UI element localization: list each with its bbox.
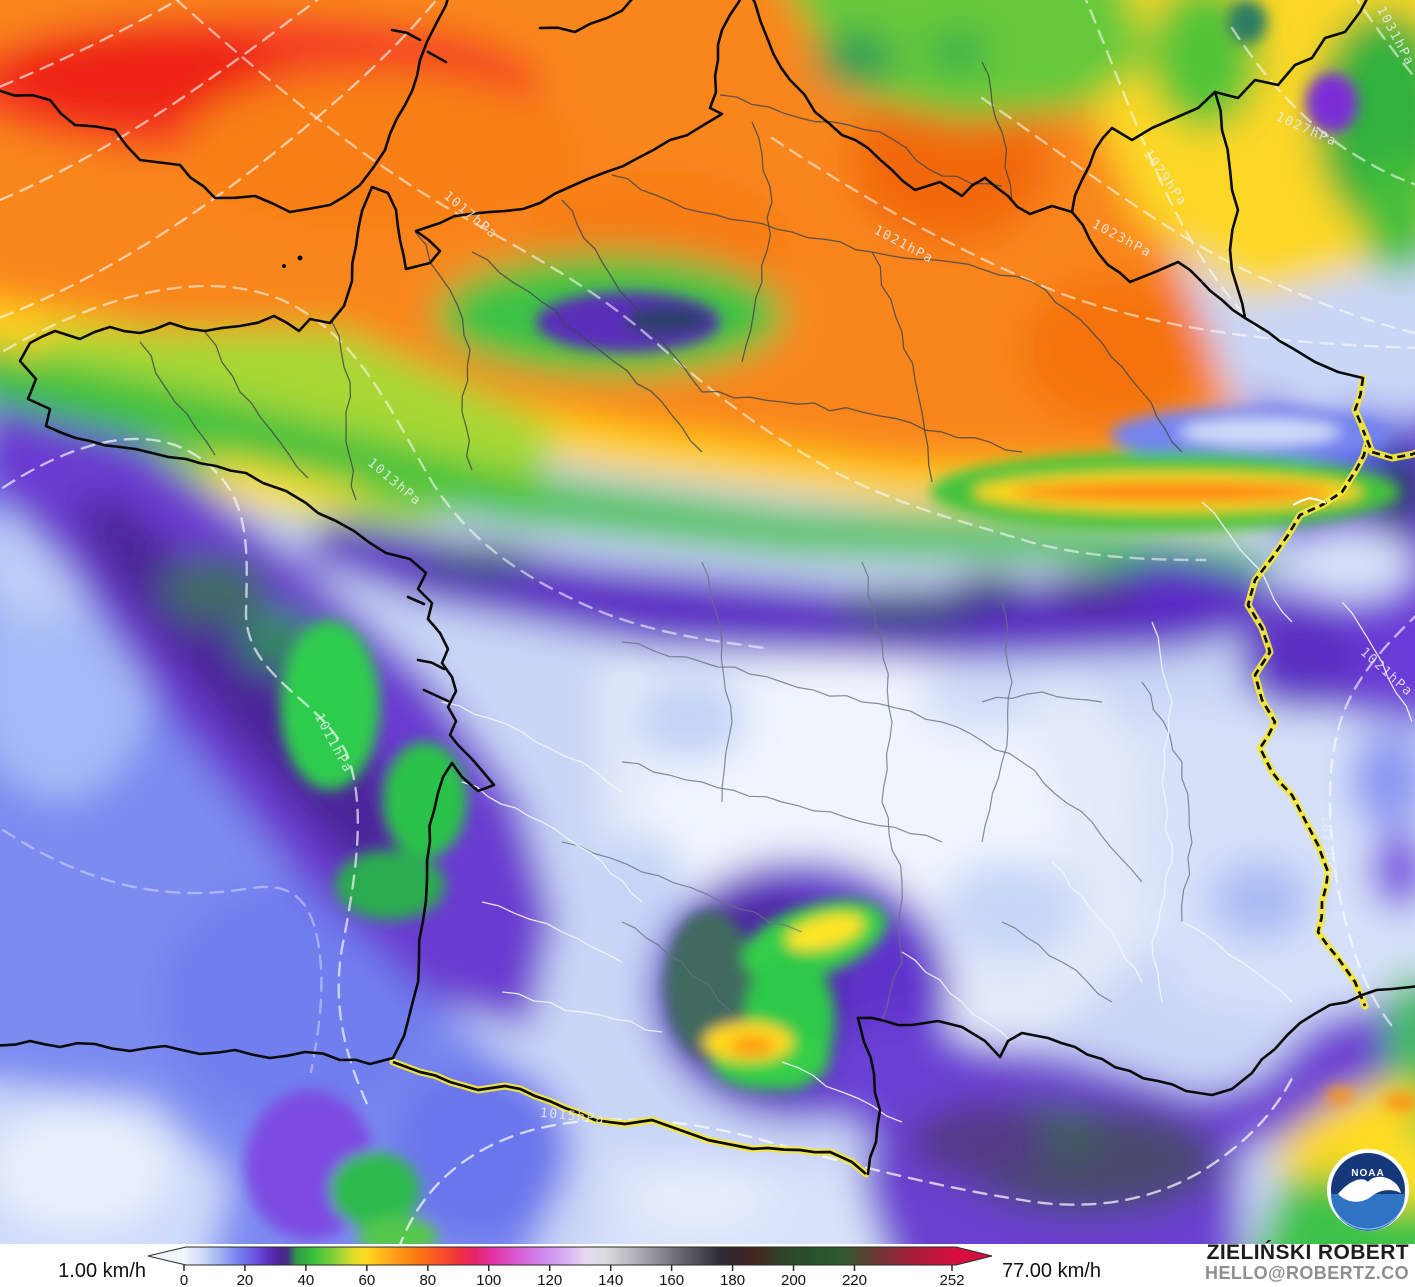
noaa-logo-icon: NOAA [1327, 1149, 1409, 1231]
legend-ticks: 0 20 40 60 80 100 120 140 160 180 200 220 252 [180, 1265, 965, 1287]
wind-speed-legend: 1.00 km/h 0 20 40 60 80 100 120 140 160 180 200 220… [58, 1246, 1101, 1287]
author-name: ZIELIŃSKI ROBERT [1206, 1241, 1409, 1264]
legend-tick-label: 140 [598, 1272, 623, 1287]
isobar-label: 1015hPa [539, 1106, 606, 1128]
legend-tick-label: 20 [237, 1272, 254, 1287]
wind-field-detail-layer [245, 0, 1415, 1244]
legend-tick-label: 120 [537, 1272, 562, 1287]
legend-tick-label: 220 [842, 1272, 867, 1287]
legend-colorbar [147, 1246, 993, 1266]
legend-tick-label: 200 [781, 1272, 806, 1287]
legend-tick-label: 252 [939, 1272, 964, 1287]
legend-min-label: 1.00 km/h [58, 1260, 146, 1282]
country-borders [0, 0, 1415, 1178]
author-contact: HELLO@ROBERTZ.CO [1205, 1263, 1409, 1284]
author-block: ZIELIŃSKI ROBERT HELLO@ROBERTZ.CO [1205, 1241, 1409, 1284]
legend-tick-label: 160 [659, 1272, 684, 1287]
wind-speed-map: 1013hPa 1017hPa 1011hPa 1015hPa 1021hPa 1023h… [0, 0, 1415, 1244]
legend-tick-label: 80 [419, 1272, 436, 1287]
footer-bar: 1.00 km/h 0 20 40 60 80 100 120 140 160 180 200 220… [0, 1241, 1415, 1287]
legend-max-label: 77.00 km/h [1002, 1260, 1101, 1282]
department-borders [139, 61, 1413, 1123]
legend-tick-label: 0 [180, 1272, 188, 1287]
legend-tick-label: 180 [720, 1272, 745, 1287]
legend-tick-label: 100 [476, 1272, 501, 1287]
legend-tick-label: 40 [298, 1272, 315, 1287]
svg-text:NOAA: NOAA [1351, 1168, 1384, 1179]
legend-tick-label: 60 [359, 1272, 376, 1287]
